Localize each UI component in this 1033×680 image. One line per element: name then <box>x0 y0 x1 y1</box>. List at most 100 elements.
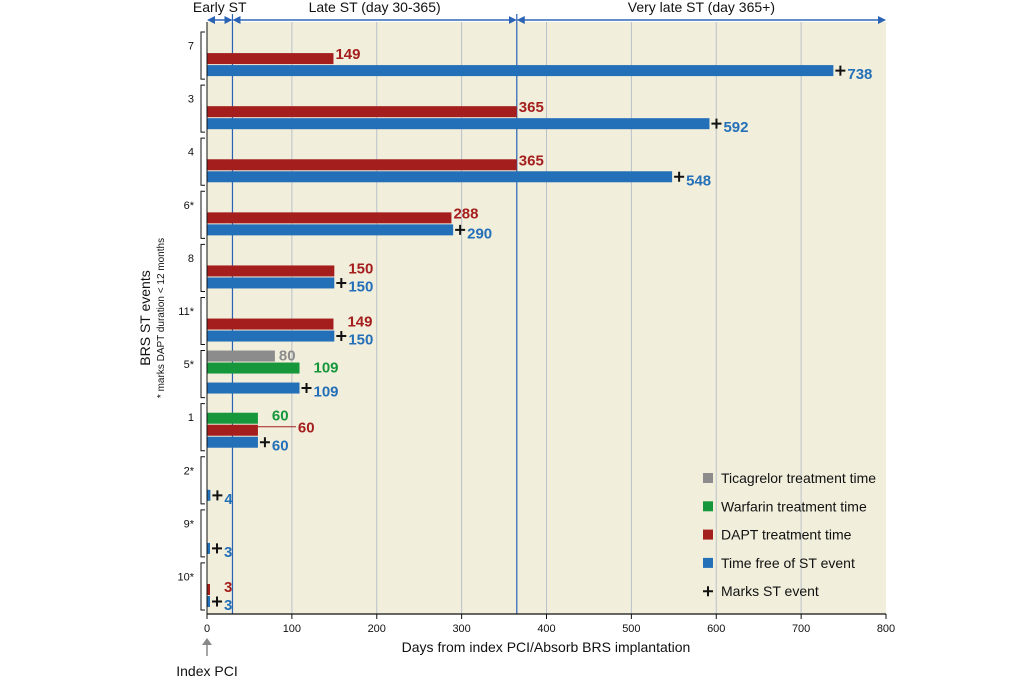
st-event-marker <box>212 543 222 554</box>
legend-marker-symbol <box>703 586 713 597</box>
case-label: 10* <box>177 571 194 583</box>
legend-swatch-warfarin <box>703 501 713 512</box>
st-event-marker <box>259 437 270 448</box>
value-labels: 1497383655923655482882901501501491508010… <box>224 46 872 614</box>
x-tick-label-800: 800 <box>877 623 895 635</box>
value-label-case-11star-dapt: 149 <box>347 314 372 331</box>
bar-case-8-free <box>207 277 335 289</box>
value-label-case-3-free: 592 <box>723 119 748 136</box>
phase-label-3: Very late ST (day 365+) <box>628 0 775 15</box>
legend-swatch-free <box>703 557 713 568</box>
x-tick-label-0: 0 <box>204 623 210 635</box>
st-event-marker <box>336 277 347 288</box>
x-axis: 0 100 200 300 400 500 600 700 800 <box>202 22 895 656</box>
legend-swatch-ticagrelor <box>703 473 713 483</box>
bar-case-10star-free <box>207 596 210 607</box>
bar-case-6star-dapt <box>207 212 452 224</box>
legend-label-dapt: DAPT treatment time <box>721 527 852 543</box>
case-bracket <box>200 509 205 558</box>
st-event-marker <box>711 118 722 129</box>
bar-case-4-free <box>207 171 673 183</box>
case-bracket <box>200 456 205 505</box>
value-label-case-6star-dapt: 288 <box>453 205 478 222</box>
st-event-marker <box>212 490 223 501</box>
x-tick-label-600: 600 <box>707 623 725 635</box>
bar-case-1-free <box>207 436 258 448</box>
x-tick-label-700: 700 <box>792 623 810 635</box>
value-label-case-4-dapt: 365 <box>519 152 544 169</box>
case-bracket <box>200 190 205 239</box>
x-tick-label-200: 200 <box>368 623 386 635</box>
bar-case-7-free <box>207 65 834 77</box>
case-label: 2* <box>184 465 195 477</box>
bar-case-8-dapt <box>207 265 335 277</box>
bar-case-10star-dapt <box>207 584 210 595</box>
value-label-case-1-warfarin: 60 <box>272 408 289 425</box>
legend-label-warfarin: Warfarin treatment time <box>721 498 867 514</box>
st-event-marker <box>674 171 685 182</box>
value-label-case-8-dapt: 150 <box>348 260 373 277</box>
axis-titles: Days from index PCI/Absorb BRS implantat… <box>137 238 690 679</box>
case-label: 6* <box>184 200 195 212</box>
value-label-case-6star-free: 290 <box>467 225 492 242</box>
index-pci-label: Index PCI <box>176 663 237 679</box>
case-label: 7 <box>188 41 194 53</box>
bar-case-5star-ticagrelor <box>207 350 275 362</box>
bar-case-11star-dapt <box>207 318 334 330</box>
value-label-case-10star-free: 3 <box>224 597 232 614</box>
bar-case-1-warfarin <box>207 412 258 424</box>
bar-case-6star-free <box>207 224 454 236</box>
case-bracket <box>200 562 205 611</box>
case-bracket <box>200 31 205 80</box>
phase-label-2: Late ST (day 30-365) <box>309 0 441 15</box>
x-tick-label-100: 100 <box>283 623 301 635</box>
value-label-case-4-free: 548 <box>686 172 711 189</box>
case-label: 9* <box>184 518 195 530</box>
bar-case-2star-free <box>207 489 211 501</box>
bar-case-5star-warfarin <box>207 362 300 374</box>
x-tick-label-500: 500 <box>622 623 640 635</box>
x-tick-label-300: 300 <box>452 623 470 635</box>
value-label-case-9star-free: 3 <box>224 544 232 561</box>
legend: Ticagrelor treatment time Warfarin treatm… <box>703 470 876 599</box>
legend-label-marker: Marks ST event <box>721 583 819 599</box>
phase-label-1: Early ST <box>193 0 247 15</box>
case-label: 1 <box>188 412 194 424</box>
value-label-case-11star-free: 150 <box>348 332 373 349</box>
value-label-case-5star-ticagrelor: 80 <box>279 348 296 365</box>
value-label-case-10star-dapt: 3 <box>224 579 232 596</box>
case-bracket <box>200 84 205 133</box>
bar-case-11star-free <box>207 330 335 342</box>
x-axis-title: Days from index PCI/Absorb BRS implantat… <box>402 639 691 655</box>
case-label: 11* <box>178 306 194 318</box>
case-bracket <box>200 137 205 186</box>
bar-case-7-dapt <box>207 53 334 65</box>
st-event-marker <box>835 65 846 76</box>
bar-case-4-dapt <box>207 159 517 171</box>
y-axis-title: BRS ST events <box>137 270 153 365</box>
st-event-marker <box>212 596 222 607</box>
value-label-case-8-free: 150 <box>348 278 373 295</box>
bar-case-3-free <box>207 118 710 130</box>
case-label: 4 <box>188 147 194 159</box>
value-label-case-3-dapt: 365 <box>519 99 544 116</box>
legend-swatch-dapt <box>703 529 713 540</box>
case-bracket <box>200 350 205 399</box>
st-event-marker <box>455 224 466 235</box>
value-label-case-1-free: 60 <box>272 438 289 455</box>
case-label: 3 <box>188 94 194 106</box>
value-label-case-2star-free: 4 <box>224 491 233 508</box>
bar-case-5star-free <box>207 382 300 394</box>
case-bracket <box>200 403 205 452</box>
value-label-case-5star-warfarin: 109 <box>314 360 339 377</box>
case-bracket <box>200 243 205 292</box>
y-axis-note: * marks DAPT duration < 12 months <box>156 238 167 398</box>
bars <box>207 53 846 607</box>
value-label-case-7-free: 738 <box>847 66 872 83</box>
legend-label-free: Time free of ST event <box>721 555 855 571</box>
st-event-marker <box>336 331 347 342</box>
bar-case-3-dapt <box>207 106 517 118</box>
index-pci-arrowhead <box>202 638 212 645</box>
bar-case-9star-free <box>207 542 210 554</box>
